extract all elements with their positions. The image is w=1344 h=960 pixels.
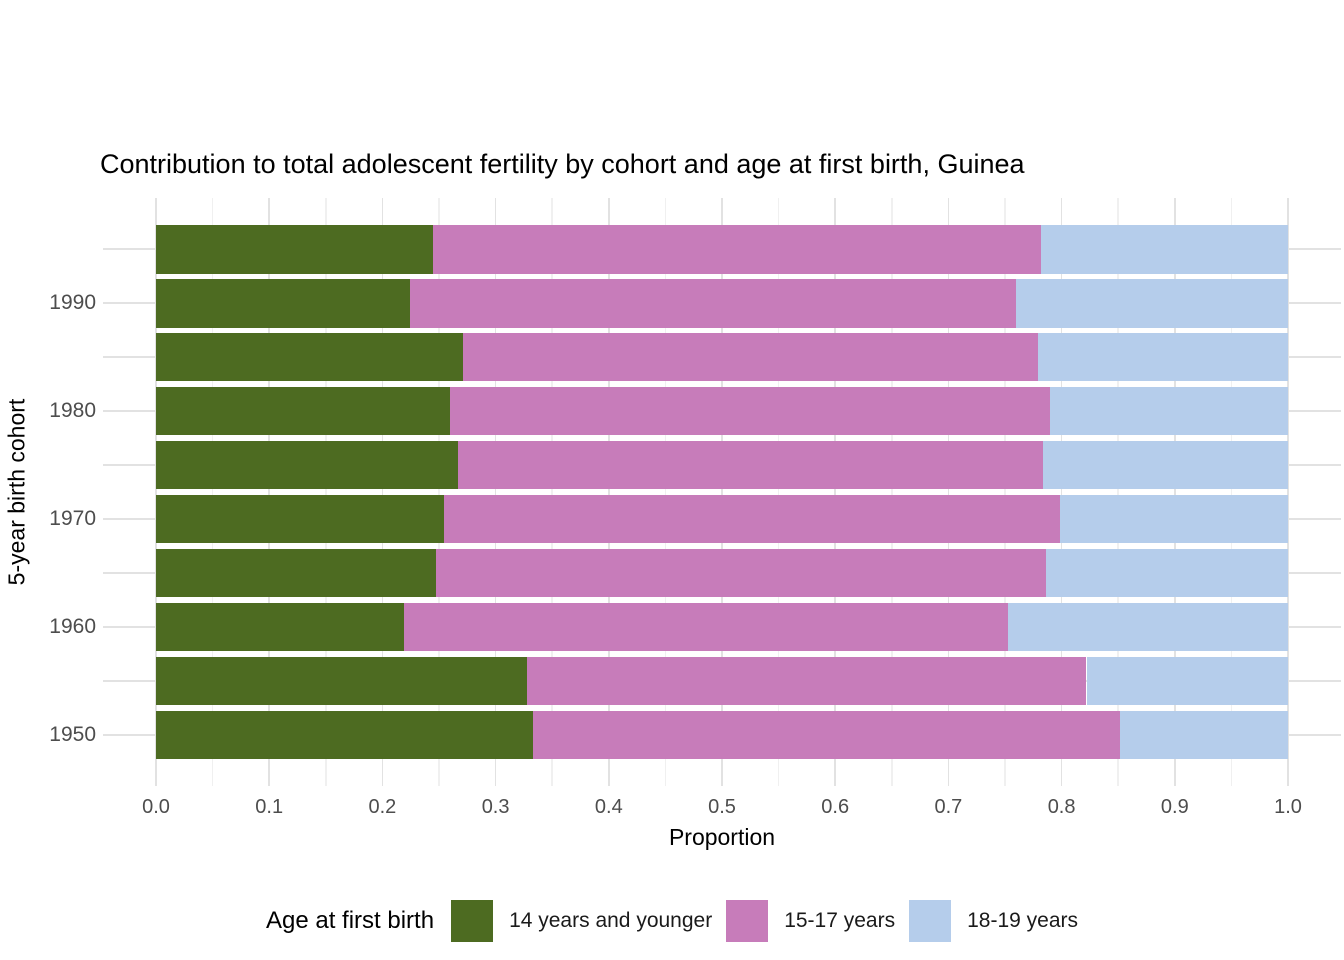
bar-segment-14-years-and-younger: [156, 548, 436, 598]
bar-segment-18-19-years: [1037, 332, 1288, 382]
bar-segment-18-19-years: [1041, 225, 1288, 274]
bar-segment-14-years-and-younger: [156, 332, 463, 382]
bar-segment-14-years-and-younger: [156, 656, 528, 706]
bar-segment-14-years-and-younger: [156, 602, 404, 652]
bar-segment-14-years-and-younger: [156, 278, 410, 328]
legend: Age at first birth 14 years and younger 1…: [0, 898, 1344, 944]
bar-segment-18-19-years: [1016, 278, 1288, 328]
bar-segment-14-years-and-younger: [156, 494, 444, 544]
x-tick-label: 0.0: [142, 796, 170, 818]
legend-title: Age at first birth: [265, 907, 435, 934]
gridline-major: [1174, 198, 1176, 786]
y-tick-label: 1950: [49, 722, 96, 746]
gridline-major: [1287, 198, 1289, 786]
x-axis-title: Proportion: [668, 824, 776, 850]
plot-panel: [103, 198, 1341, 786]
bar-segment-14-years-and-younger: [156, 440, 459, 490]
gridline-major: [155, 198, 157, 786]
x-tick-label: 0.4: [594, 796, 623, 818]
bar-segment-18-19-years: [1086, 656, 1288, 706]
gridline-minor: [664, 198, 667, 786]
x-tick-label: 0.9: [1160, 796, 1189, 818]
gridline-major: [494, 198, 497, 786]
y-tick-label: 1980: [49, 399, 96, 423]
gridline-minor: [891, 198, 893, 786]
x-tick-label: 1.0: [1274, 796, 1302, 818]
bar-segment-18-19-years: [1043, 440, 1288, 490]
gridline-major: [721, 198, 723, 786]
legend-swatch: [451, 900, 494, 942]
legend-label: 14 years and younger: [509, 909, 713, 932]
bar-segment-14-years-and-younger: [156, 710, 533, 760]
bar-segment-15-17-years: [462, 332, 1038, 382]
bar-segment-15-17-years: [532, 710, 1121, 760]
bar-segment-18-19-years: [1120, 710, 1288, 760]
x-tick-label: 0.8: [1047, 796, 1076, 818]
legend-items: 14 years and younger 15-17 years 18-19 yea…: [451, 900, 1078, 942]
bar-segment-15-17-years: [527, 656, 1087, 706]
legend-item: 18-19 years: [909, 900, 1078, 942]
gridline-major: [381, 198, 384, 786]
gridline-minor: [1117, 198, 1119, 786]
bar-segment-15-17-years: [458, 440, 1044, 490]
bar-segment-15-17-years: [403, 602, 1009, 652]
x-tick-label: 0.3: [481, 796, 510, 818]
legend-item: 14 years and younger: [451, 900, 712, 942]
gridline-major: [834, 198, 836, 786]
bar-segment-18-19-years: [1060, 494, 1288, 544]
y-axis-title: 5-year birth cohort: [3, 398, 30, 586]
legend-label: 15-17 years: [784, 909, 896, 932]
x-tick-label: 0.2: [368, 796, 397, 818]
gridline-major: [1060, 198, 1063, 786]
x-tick-label: 0.5: [708, 796, 736, 818]
x-tick-label: 0.7: [934, 796, 963, 818]
bar-segment-15-17-years: [409, 278, 1017, 328]
y-tick-label: 1960: [49, 614, 96, 638]
legend-swatch: [909, 900, 952, 942]
bar-segment-18-19-years: [1008, 602, 1288, 652]
bar-segment-15-17-years: [435, 548, 1046, 598]
bar-segment-18-19-years: [1050, 386, 1288, 436]
bar-segment-14-years-and-younger: [156, 386, 451, 436]
legend-item: 15-17 years: [726, 900, 895, 942]
y-tick-label: 1970: [49, 507, 96, 531]
y-tick-label: 1990: [49, 291, 96, 315]
chart-title: Contribution to total adolescent fertili…: [100, 149, 1025, 179]
bar-segment-14-years-and-younger: [156, 225, 434, 274]
gridline-major: [947, 198, 950, 786]
bar-segment-15-17-years: [450, 386, 1051, 436]
x-tick-label: 0.1: [255, 796, 284, 818]
gridline-major: [608, 198, 610, 786]
gridline-major: [268, 198, 270, 786]
gridline-minor: [211, 198, 214, 786]
legend-swatch: [726, 900, 769, 942]
gridline-minor: [777, 198, 780, 786]
gridline-minor: [1230, 198, 1233, 786]
bar-segment-15-17-years: [443, 494, 1061, 544]
gridline-minor: [438, 198, 440, 786]
gridline-minor: [551, 198, 553, 786]
gridline-minor: [1004, 198, 1006, 786]
legend-label: 18-19 years: [967, 909, 1079, 932]
gridline-minor: [325, 198, 327, 786]
x-tick-label: 0.6: [821, 796, 850, 818]
bar-segment-18-19-years: [1045, 548, 1288, 598]
bar-segment-15-17-years: [433, 225, 1042, 274]
